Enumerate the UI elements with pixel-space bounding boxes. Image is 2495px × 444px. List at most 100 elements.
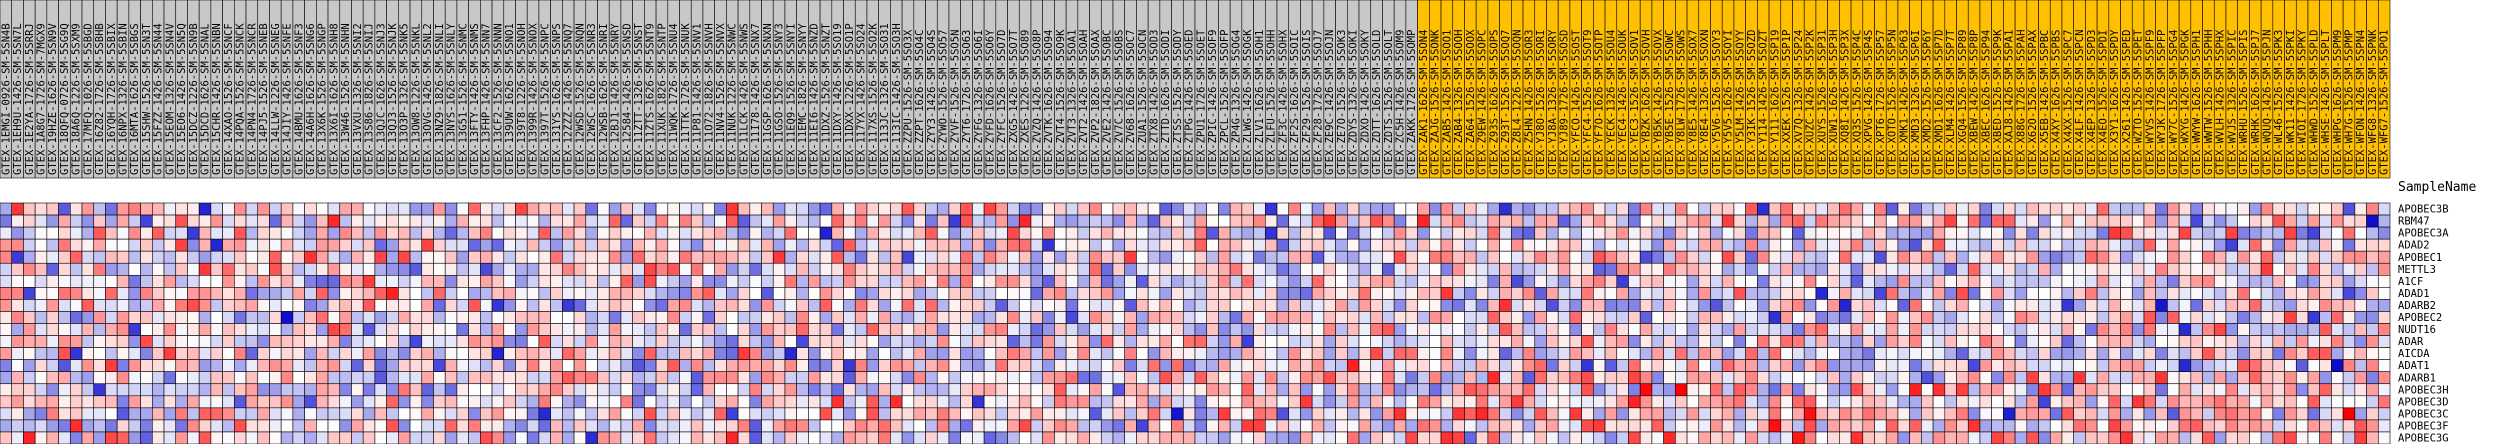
heatmap-cell bbox=[1393, 431, 1407, 444]
heatmap-cell bbox=[1054, 238, 1067, 252]
heatmap-cell bbox=[280, 238, 294, 252]
heatmap-cell bbox=[1780, 335, 1793, 348]
heatmap-cell bbox=[667, 395, 680, 409]
heatmap-cell bbox=[2295, 359, 2309, 372]
heatmap-cell bbox=[2307, 214, 2321, 228]
heatmap-cell bbox=[890, 274, 903, 288]
column-label: GTEX-X261-1426-SM-5SPED bbox=[2121, 30, 2133, 175]
heatmap-cell bbox=[93, 419, 106, 433]
heatmap-cell bbox=[1522, 202, 1536, 216]
heatmap-cell bbox=[433, 214, 446, 228]
heatmap-cell bbox=[1417, 323, 1430, 336]
heatmap-cell bbox=[1429, 419, 1442, 433]
heatmap-cell bbox=[608, 431, 622, 444]
heatmap-cell bbox=[1100, 202, 1114, 216]
heatmap-cell bbox=[222, 226, 235, 240]
heatmap-cell bbox=[175, 419, 188, 433]
heatmap-cell bbox=[1300, 250, 1313, 264]
heatmap-cell bbox=[2131, 214, 2145, 228]
row-label: APOBEC3B bbox=[2398, 204, 2449, 216]
heatmap-cell bbox=[1440, 431, 1454, 444]
heatmap-cell bbox=[1100, 359, 1114, 372]
heatmap-cell bbox=[843, 359, 856, 372]
heatmap-cell bbox=[421, 419, 434, 433]
heatmap-cell bbox=[2049, 359, 2063, 372]
heatmap-cell bbox=[2319, 238, 2332, 252]
heatmap-cell bbox=[234, 407, 247, 421]
heatmap-cell bbox=[2284, 395, 2297, 409]
heatmap-cell bbox=[960, 214, 973, 228]
heatmap-cell bbox=[1499, 383, 1512, 397]
heatmap-cell bbox=[468, 431, 481, 444]
column-header-cell bbox=[2377, 0, 2391, 179]
heatmap-cell bbox=[866, 347, 879, 360]
heatmap-cell bbox=[2225, 250, 2238, 264]
heatmap-cell bbox=[1288, 202, 1301, 216]
heatmap-cell bbox=[116, 226, 130, 240]
heatmap-cell bbox=[1803, 238, 1817, 252]
heatmap-cell bbox=[1639, 407, 1653, 421]
heatmap-cell bbox=[1569, 226, 1582, 240]
heatmap-cell bbox=[1604, 371, 1618, 385]
heatmap-cell bbox=[1581, 371, 1594, 385]
column-label: GTEX-YJ8O-1526-SM-5SORI bbox=[1535, 30, 1547, 175]
heatmap-cell bbox=[550, 383, 563, 397]
heatmap-cell bbox=[960, 299, 973, 312]
heatmap-cell bbox=[948, 274, 961, 288]
heatmap-cell bbox=[304, 431, 317, 444]
column-label: GTEX-ZLFU-1526-SM-5SOHH bbox=[1266, 30, 1278, 175]
heatmap-cell bbox=[2003, 238, 2016, 252]
heatmap-cell bbox=[972, 359, 985, 372]
heatmap-cell bbox=[1347, 274, 1360, 288]
heatmap-cell bbox=[105, 431, 118, 444]
heatmap-cell bbox=[491, 323, 505, 336]
heatmap-cell bbox=[1475, 214, 1489, 228]
heatmap-cell bbox=[2003, 407, 2016, 421]
heatmap-cell bbox=[128, 299, 141, 312]
heatmap-cell bbox=[280, 323, 294, 336]
heatmap-cell bbox=[503, 262, 516, 276]
heatmap-cell bbox=[245, 359, 259, 372]
heatmap-cell bbox=[2026, 371, 2039, 385]
column-label: GTEX-15EOM-1326-SM-5SN4V bbox=[164, 23, 176, 175]
heatmap-cell bbox=[46, 371, 59, 385]
heatmap-cell bbox=[925, 250, 938, 264]
heatmap-cell bbox=[81, 347, 95, 360]
heatmap-cell bbox=[1405, 311, 1418, 324]
heatmap-cell bbox=[187, 287, 200, 300]
heatmap-cell bbox=[2331, 431, 2344, 444]
heatmap-cell bbox=[503, 383, 516, 397]
heatmap-cell bbox=[1417, 274, 1430, 288]
heatmap-cell bbox=[1850, 383, 1864, 397]
heatmap-cell bbox=[866, 238, 879, 252]
heatmap-cell bbox=[1616, 347, 1629, 360]
heatmap-cell bbox=[808, 226, 821, 240]
heatmap-cell bbox=[1663, 335, 1676, 348]
heatmap-cell bbox=[948, 407, 961, 421]
column-label: GTEX-ZYWO-1526-SM-5SO57 bbox=[938, 30, 950, 175]
heatmap-cell bbox=[1065, 299, 1079, 312]
heatmap-cell bbox=[140, 431, 153, 444]
heatmap-cell bbox=[866, 383, 879, 397]
heatmap-cell bbox=[1839, 407, 1852, 421]
heatmap-cell bbox=[597, 226, 610, 240]
heatmap-cell bbox=[995, 262, 1008, 276]
heatmap-cell bbox=[2377, 371, 2391, 385]
heatmap-cell bbox=[726, 250, 739, 264]
heatmap-cell bbox=[1839, 323, 1852, 336]
heatmap-cell bbox=[34, 262, 48, 276]
heatmap-cell bbox=[1147, 238, 1161, 252]
heatmap-cell bbox=[444, 262, 458, 276]
heatmap-cell bbox=[23, 274, 36, 288]
heatmap-cell bbox=[1054, 226, 1067, 240]
heatmap-cell bbox=[690, 359, 704, 372]
heatmap-cell bbox=[1885, 262, 1899, 276]
heatmap-cell bbox=[737, 202, 751, 216]
heatmap-cell bbox=[1897, 395, 1910, 409]
heatmap-cell bbox=[515, 407, 528, 421]
heatmap-cell bbox=[2014, 431, 2028, 444]
heatmap-cell bbox=[1405, 347, 1418, 360]
heatmap-cell bbox=[1721, 287, 1735, 300]
heatmap-cell bbox=[2377, 226, 2391, 240]
heatmap-cell bbox=[339, 419, 352, 433]
